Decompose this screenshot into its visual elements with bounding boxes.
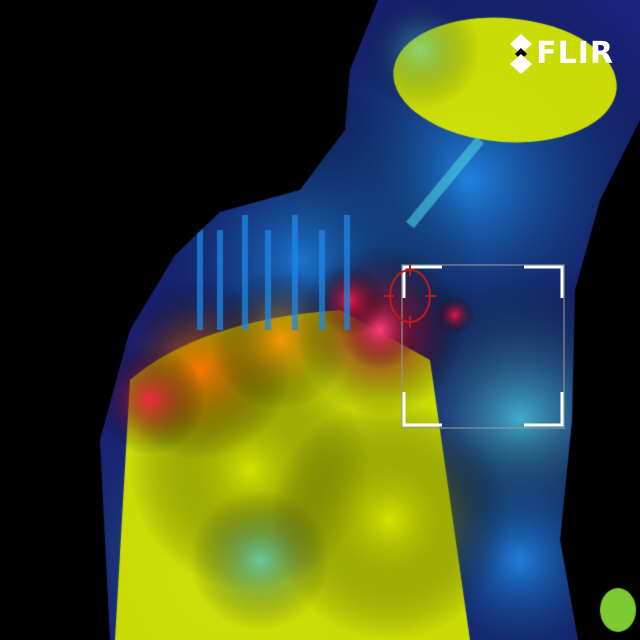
logo-text: FLIR bbox=[536, 36, 614, 71]
flir-diamond-icon bbox=[510, 34, 533, 74]
flir-logo: FLIR bbox=[510, 34, 614, 74]
